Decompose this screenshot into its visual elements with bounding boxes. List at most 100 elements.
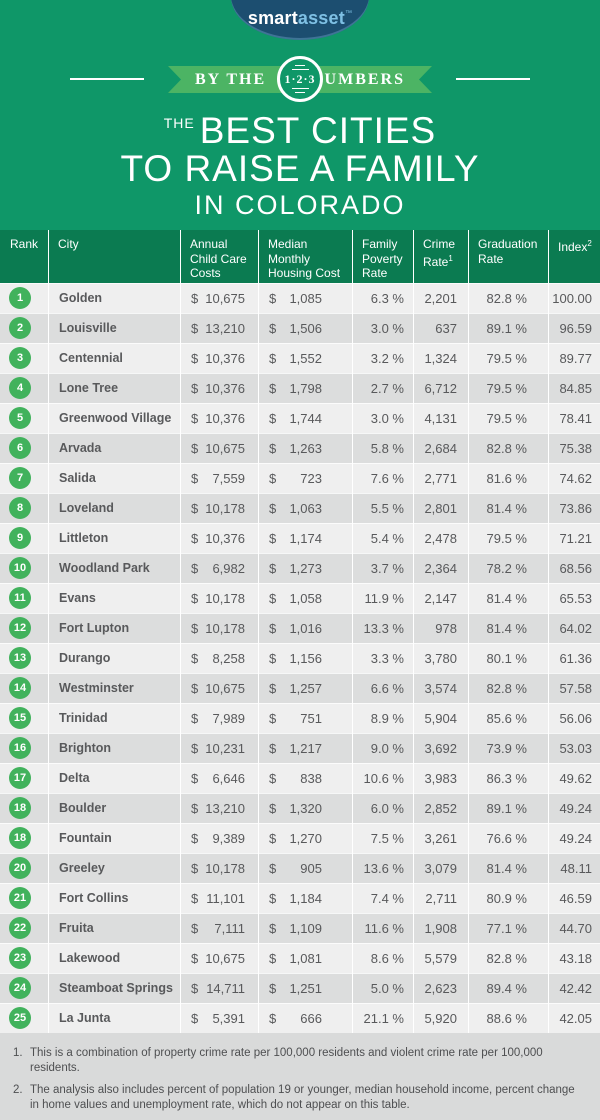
table-row: 20 Greeley $10,178 $905 13.6 % 3,079 81.4 % 48.… — [0, 853, 600, 883]
currency-symbol: $ — [269, 800, 277, 816]
table-row: 6 Arvada $10,675 $1,263 5.8 % 2,684 82.8 % 75.3… — [0, 433, 600, 463]
rank-badge: 12 — [9, 617, 31, 639]
by-the-numbers-banner: BY THE NUMBERS 1·2·3 — [0, 55, 600, 107]
housing-cost: $1,058 — [258, 583, 352, 613]
housing-cost-value: 1,085 — [289, 290, 322, 306]
index-score: 74.62 — [548, 463, 600, 493]
currency-symbol: $ — [269, 890, 277, 906]
graduation-rate: 82.8 % — [468, 673, 548, 703]
housing-cost-value: 1,016 — [289, 620, 322, 636]
child-care-cost: $10,675 — [180, 283, 258, 313]
table-row: 9 Littleton $10,376 $1,174 5.4 % 2,478 79.5 % 7… — [0, 523, 600, 553]
graduation-rate: 81.4 % — [468, 493, 548, 523]
column-header-crime-rate: Crime Rate1 — [413, 230, 468, 283]
child-care-cost-value: 13,210 — [205, 320, 245, 336]
rank-badge: 5 — [9, 407, 31, 429]
currency-symbol: $ — [191, 680, 199, 696]
city-name: Fruita — [48, 913, 180, 943]
poverty-rate: 11.9 % — [352, 583, 413, 613]
rank-badge: 1 — [9, 287, 31, 309]
table-row: 16 Brighton $10,231 $1,217 9.0 % 3,692 73.9 % 5… — [0, 733, 600, 763]
housing-cost: $1,174 — [258, 523, 352, 553]
poverty-rate: 6.6 % — [352, 673, 413, 703]
child-care-cost: $7,989 — [180, 703, 258, 733]
column-header-annual-child-care-costs: Annual Child Care Costs — [180, 230, 258, 283]
city-name: Steamboat Springs — [48, 973, 180, 1003]
index-score: 48.11 — [548, 853, 600, 883]
crime-rate: 3,079 — [413, 853, 468, 883]
housing-cost-value: 1,251 — [289, 980, 322, 996]
index-score: 100.00 — [548, 283, 600, 313]
currency-symbol: $ — [191, 920, 199, 936]
column-header-graduation-rate: Graduation Rate — [468, 230, 548, 283]
graduation-rate: 81.4 % — [468, 583, 548, 613]
poverty-rate: 5.4 % — [352, 523, 413, 553]
poverty-rate: 6.3 % — [352, 283, 413, 313]
currency-symbol: $ — [191, 620, 199, 636]
child-care-cost: $14,711 — [180, 973, 258, 1003]
currency-symbol: $ — [191, 710, 199, 726]
smartasset-logo-ellipse: smartasset™ — [231, 0, 369, 40]
housing-cost: $1,320 — [258, 793, 352, 823]
rank-badge: 13 — [9, 647, 31, 669]
housing-cost: $1,552 — [258, 343, 352, 373]
rank-badge: 14 — [9, 677, 31, 699]
rank-badge: 11 — [9, 587, 31, 609]
index-score: 61.36 — [548, 643, 600, 673]
rank-badge: 17 — [9, 767, 31, 789]
footnote-2: 2. The analysis also includes percent of… — [13, 1083, 582, 1113]
housing-cost: $1,263 — [258, 433, 352, 463]
graduation-rate: 89.1 % — [468, 793, 548, 823]
crime-rate: 6,712 — [413, 373, 468, 403]
graduation-rate: 82.8 % — [468, 433, 548, 463]
housing-cost-value: 905 — [300, 860, 322, 876]
crime-rate: 5,904 — [413, 703, 468, 733]
housing-cost: $1,081 — [258, 943, 352, 973]
rank-badge: 25 — [9, 1007, 31, 1029]
housing-cost-value: 1,506 — [289, 320, 322, 336]
rank-badge: 18 — [9, 797, 31, 819]
currency-symbol: $ — [269, 950, 277, 966]
banner-line-left — [70, 78, 144, 80]
city-name: Louisville — [48, 313, 180, 343]
child-care-cost: $10,376 — [180, 403, 258, 433]
poverty-rate: 5.5 % — [352, 493, 413, 523]
crime-rate: 2,801 — [413, 493, 468, 523]
city-name: Lone Tree — [48, 373, 180, 403]
badge-decor-line — [291, 69, 309, 70]
rank-cell: 6 — [0, 433, 48, 463]
crime-rate: 637 — [413, 313, 468, 343]
currency-symbol: $ — [269, 560, 277, 576]
currency-symbol: $ — [269, 380, 277, 396]
graduation-rate: 76.6 % — [468, 823, 548, 853]
child-care-cost-value: 7,111 — [214, 920, 245, 936]
currency-symbol: $ — [191, 410, 199, 426]
currency-symbol: $ — [269, 590, 277, 606]
table-row: 24 Steamboat Springs $14,711 $1,251 5.0 % 2,6… — [0, 973, 600, 1003]
housing-cost-value: 723 — [300, 470, 322, 486]
currency-symbol: $ — [269, 650, 277, 666]
child-care-cost-value: 14,711 — [206, 980, 245, 996]
currency-symbol: $ — [191, 320, 199, 336]
column-header-label: Crime Rate — [423, 237, 455, 269]
housing-cost: $1,506 — [258, 313, 352, 343]
graduation-rate: 81.4 % — [468, 853, 548, 883]
currency-symbol: $ — [191, 530, 199, 546]
poverty-rate: 5.0 % — [352, 973, 413, 1003]
page-title: THE BEST CITIES TO RAISE A FAMILY IN COLO… — [0, 104, 600, 222]
city-name: Brighton — [48, 733, 180, 763]
child-care-cost: $13,210 — [180, 313, 258, 343]
crime-rate: 2,201 — [413, 283, 468, 313]
housing-cost: $1,798 — [258, 373, 352, 403]
graduation-rate: 73.9 % — [468, 733, 548, 763]
crime-rate: 2,684 — [413, 433, 468, 463]
poverty-rate: 8.6 % — [352, 943, 413, 973]
housing-cost-value: 1,263 — [289, 440, 322, 456]
currency-symbol: $ — [269, 920, 277, 936]
crime-rate: 4,131 — [413, 403, 468, 433]
index-score: 89.77 — [548, 343, 600, 373]
housing-cost: $1,184 — [258, 883, 352, 913]
crime-rate: 3,574 — [413, 673, 468, 703]
currency-symbol: $ — [191, 980, 199, 996]
column-header-city: City — [48, 230, 180, 283]
